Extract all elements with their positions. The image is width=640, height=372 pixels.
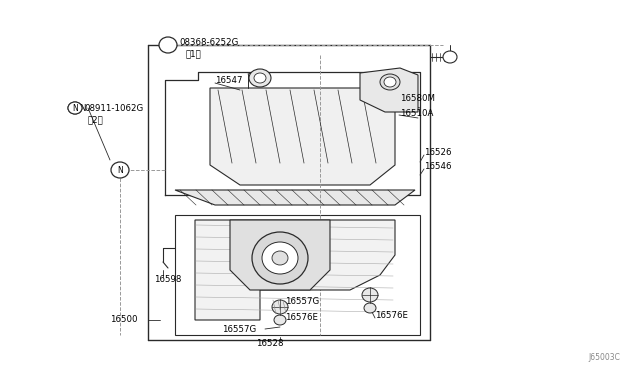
Text: 08911-1062G: 08911-1062G (84, 103, 143, 112)
Text: 16576E: 16576E (285, 314, 318, 323)
Polygon shape (175, 190, 415, 205)
Ellipse shape (68, 102, 82, 114)
Text: 16547: 16547 (215, 76, 243, 84)
Polygon shape (195, 220, 395, 320)
Ellipse shape (252, 232, 308, 284)
Polygon shape (210, 88, 395, 185)
Ellipse shape (362, 288, 378, 302)
Ellipse shape (384, 77, 396, 87)
Text: N: N (72, 103, 78, 112)
Ellipse shape (249, 69, 271, 87)
Ellipse shape (254, 73, 266, 83)
Text: J65003C: J65003C (588, 353, 620, 362)
Ellipse shape (262, 242, 298, 274)
Text: 16546: 16546 (424, 161, 451, 170)
Ellipse shape (272, 300, 288, 314)
Ellipse shape (380, 74, 400, 90)
Text: 16510A: 16510A (400, 109, 433, 118)
Text: N: N (79, 103, 86, 112)
Text: 16576E: 16576E (375, 311, 408, 321)
Polygon shape (360, 68, 418, 112)
Ellipse shape (272, 251, 288, 265)
Text: 16580M: 16580M (400, 93, 435, 103)
Text: 16500: 16500 (110, 315, 138, 324)
Text: （2）: （2） (88, 115, 104, 125)
Ellipse shape (364, 303, 376, 313)
Text: 16526: 16526 (424, 148, 451, 157)
Ellipse shape (274, 315, 286, 325)
Ellipse shape (443, 51, 457, 63)
Text: N: N (117, 166, 123, 174)
Text: 08368-6252G: 08368-6252G (179, 38, 238, 46)
Text: S: S (166, 41, 170, 49)
Polygon shape (230, 220, 330, 290)
Ellipse shape (159, 37, 177, 53)
Polygon shape (175, 215, 420, 335)
Text: 16557G: 16557G (285, 298, 319, 307)
Text: 16557G: 16557G (222, 326, 256, 334)
Text: 16528: 16528 (256, 340, 284, 349)
Ellipse shape (68, 102, 82, 114)
Ellipse shape (111, 162, 129, 178)
Text: （1）: （1） (186, 49, 202, 58)
Text: 16598: 16598 (154, 276, 181, 285)
